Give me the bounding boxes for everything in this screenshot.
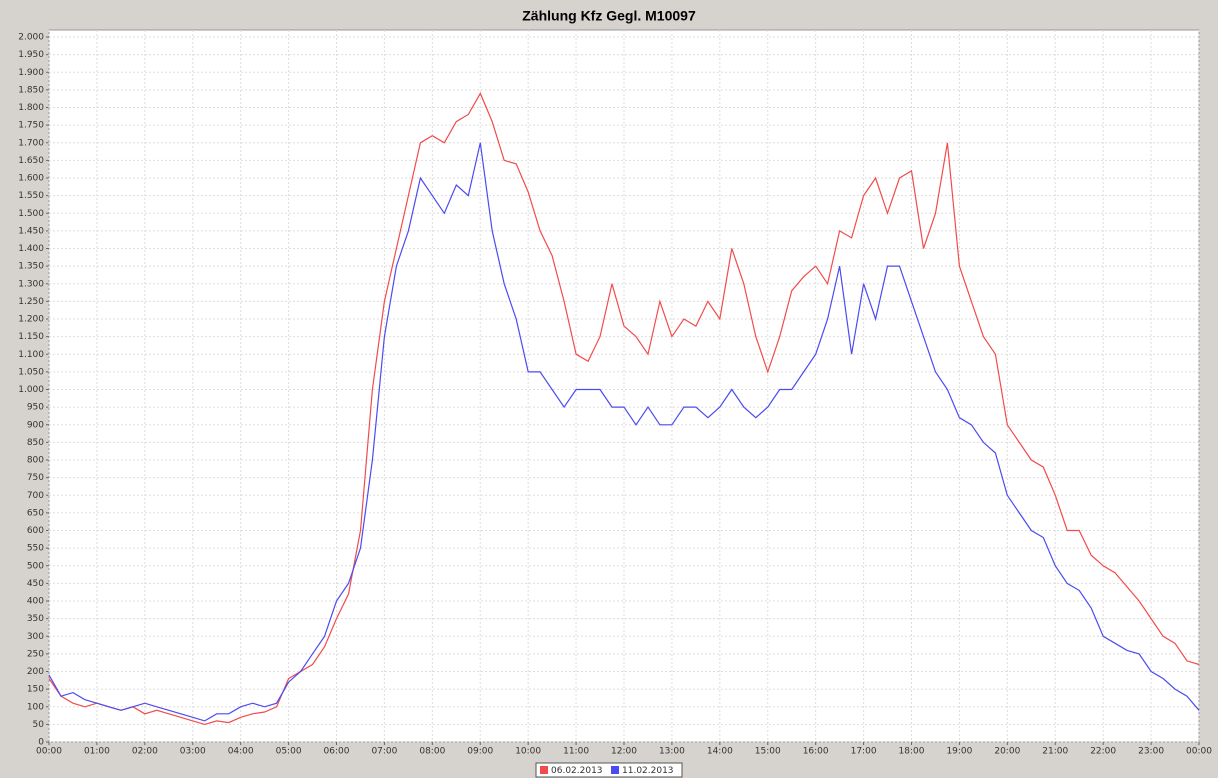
x-tick-label: 05:00 — [276, 747, 302, 757]
x-tick-label: 12:00 — [611, 747, 637, 757]
y-tick-label: 50 — [33, 720, 45, 730]
legend-label: 06.02.2013 — [551, 766, 603, 776]
x-tick-label: 10:00 — [515, 747, 541, 757]
y-tick-label: 900 — [27, 420, 44, 430]
y-tick-label: 1.900 — [18, 68, 44, 78]
y-tick-label: 1.700 — [18, 138, 44, 148]
series-line — [48, 142, 1200, 722]
y-tick-label: 1.750 — [18, 121, 44, 131]
y-tick-label: 1.250 — [18, 297, 44, 307]
y-tick-label: 1.800 — [18, 103, 44, 113]
y-tick-label: 1.150 — [18, 332, 44, 342]
y-tick-label: 2.000 — [18, 33, 44, 43]
x-tick-label: 00:00 — [36, 747, 62, 757]
y-tick-label: 1.650 — [18, 156, 44, 166]
y-tick-label: 1.550 — [18, 191, 44, 201]
x-tick-label: 17:00 — [851, 747, 877, 757]
x-tick-label: 23:00 — [1138, 747, 1164, 757]
x-tick-label: 00:00 — [1186, 747, 1212, 757]
y-tick-label: 1.350 — [18, 262, 44, 272]
y-tick-label: 450 — [27, 579, 44, 589]
y-tick-label: 800 — [27, 456, 44, 466]
y-tick-label: 300 — [27, 632, 44, 642]
y-tick-label: 350 — [27, 614, 44, 624]
x-tick-label: 03:00 — [180, 747, 206, 757]
y-tick-label: 500 — [27, 561, 44, 571]
x-tick-label: 18:00 — [899, 747, 925, 757]
y-tick-label: 700 — [27, 491, 44, 501]
x-tick-label: 01:00 — [84, 747, 110, 757]
x-tick-label: 04:00 — [228, 747, 254, 757]
y-tick-label: 750 — [27, 473, 44, 483]
y-tick-label: 1.000 — [18, 385, 44, 395]
y-tick-label: 1.050 — [18, 367, 44, 377]
legend-box — [535, 762, 683, 778]
x-tick-label: 22:00 — [1090, 747, 1116, 757]
x-tick-label: 21:00 — [1042, 747, 1068, 757]
y-tick-label: 1.400 — [18, 244, 44, 254]
y-tick-label: 150 — [27, 685, 44, 695]
x-tick-label: 19:00 — [946, 747, 972, 757]
x-tick-label: 16:00 — [803, 747, 829, 757]
x-tick-label: 09:00 — [467, 747, 493, 757]
y-tick-label: 0 — [38, 738, 44, 748]
y-tick-label: 1.100 — [18, 350, 44, 360]
chart-title: Zählung Kfz Gegl. M10097 — [522, 8, 696, 24]
x-tick-label: 07:00 — [371, 747, 397, 757]
x-tick-label: 15:00 — [755, 747, 781, 757]
x-tick-label: 02:00 — [132, 747, 158, 757]
y-tick-label: 1.600 — [18, 174, 44, 184]
y-tick-label: 250 — [27, 649, 44, 659]
y-tick-label: 850 — [27, 438, 44, 448]
series-line — [48, 92, 1200, 726]
x-tick-label: 13:00 — [659, 747, 685, 757]
y-tick-label: 950 — [27, 403, 44, 413]
y-tick-label: 1.200 — [18, 315, 44, 325]
legend-label: 11.02.2013 — [622, 766, 674, 776]
y-tick-label: 600 — [27, 526, 44, 536]
x-tick-label: 20:00 — [994, 747, 1020, 757]
y-tick-label: 100 — [27, 702, 44, 712]
y-tick-label: 550 — [27, 544, 44, 554]
x-tick-label: 08:00 — [419, 747, 445, 757]
y-tick-label: 1.450 — [18, 226, 44, 236]
legend-swatch — [540, 766, 548, 774]
x-tick-label: 11:00 — [563, 747, 589, 757]
y-tick-label: 400 — [27, 597, 44, 607]
y-tick-label: 1.950 — [18, 50, 44, 60]
y-tick-label: 650 — [27, 508, 44, 518]
x-tick-label: 06:00 — [324, 747, 350, 757]
y-tick-label: 1.850 — [18, 85, 44, 95]
y-tick-label: 1.500 — [18, 209, 44, 219]
y-tick-label: 200 — [27, 667, 44, 677]
y-tick-label: 1.300 — [18, 279, 44, 289]
legend-swatch — [611, 766, 619, 774]
x-tick-label: 14:00 — [707, 747, 733, 757]
